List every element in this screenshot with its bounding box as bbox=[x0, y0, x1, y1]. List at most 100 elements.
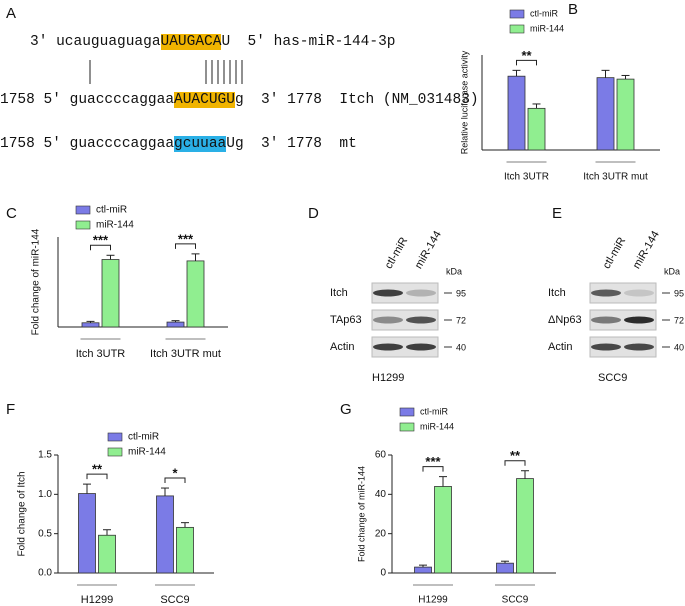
significance-bracket bbox=[90, 244, 111, 251]
bar bbox=[101, 259, 120, 328]
lane-label: miR-144 bbox=[413, 229, 444, 271]
bar bbox=[81, 322, 100, 328]
legend-swatch bbox=[107, 432, 123, 442]
legend-label: ctl-miR bbox=[420, 406, 448, 416]
bar bbox=[176, 526, 194, 574]
panel-label: C bbox=[6, 205, 17, 222]
marker-label: 40 bbox=[456, 342, 466, 352]
y-axis-label: Fold change of Itch bbox=[17, 471, 28, 556]
significance-label: ** bbox=[510, 448, 521, 463]
cell-line: SCC9 bbox=[598, 372, 627, 384]
panel-label: F bbox=[6, 401, 15, 418]
significance-label: * bbox=[172, 465, 178, 480]
y-tick-label: 20 bbox=[375, 528, 387, 539]
lane-label: ctl-miR bbox=[601, 235, 629, 271]
bar bbox=[414, 566, 432, 574]
significance-bracket bbox=[86, 473, 108, 480]
legend-swatch bbox=[107, 447, 123, 457]
marker-label: 95 bbox=[456, 288, 466, 298]
band bbox=[591, 289, 621, 297]
x-tick-label: Itch 3UTR bbox=[504, 172, 549, 183]
band bbox=[373, 289, 403, 297]
protein-label: Actin bbox=[330, 341, 354, 353]
y-axis-label: Relative luciferase activity bbox=[459, 50, 469, 154]
band bbox=[406, 316, 436, 324]
bar bbox=[166, 321, 185, 328]
seq-text: 1758 5′ guaccccaggaa bbox=[0, 136, 175, 152]
y-axis-label: Fold change of miR-144 bbox=[31, 228, 42, 335]
x-tick-label: Itch 3UTR bbox=[76, 348, 126, 360]
legend-swatch bbox=[399, 407, 415, 417]
bar bbox=[527, 107, 546, 151]
band bbox=[624, 316, 654, 324]
panel-label: B bbox=[568, 1, 578, 18]
panel-label: D bbox=[308, 205, 319, 222]
legend-label: miR-144 bbox=[96, 220, 134, 231]
seq-text: U 5′ has-miR-144-3p bbox=[221, 34, 396, 50]
protein-label: Itch bbox=[548, 287, 566, 299]
legend-swatch bbox=[399, 422, 415, 432]
significance-bracket bbox=[516, 59, 537, 66]
legend-label: ctl-miR bbox=[96, 205, 127, 216]
protein-label: TAp63 bbox=[330, 314, 362, 326]
seq-text: 3′ ucauguaguaga bbox=[30, 34, 161, 50]
band bbox=[624, 343, 654, 351]
significance-label: ** bbox=[521, 48, 532, 63]
legend-swatch bbox=[509, 9, 525, 19]
sequence-row: 1758 5′ guaccccaggaaAUACUGUg 3′ 1778 Itc… bbox=[0, 92, 479, 108]
panel-label: E bbox=[552, 205, 562, 222]
band bbox=[373, 316, 403, 324]
significance-label: *** bbox=[425, 454, 441, 469]
y-tick-label: 0.0 bbox=[38, 568, 52, 579]
seq-text: 1758 5′ guaccccaggaa bbox=[0, 92, 175, 108]
legend-label: miR-144 bbox=[420, 421, 454, 431]
legend-label: ctl-miR bbox=[128, 432, 159, 443]
significance-label: ** bbox=[92, 462, 103, 477]
legend-swatch bbox=[509, 24, 525, 34]
x-tick-label: SCC9 bbox=[502, 595, 529, 606]
legend-swatch bbox=[75, 220, 91, 230]
bar bbox=[596, 77, 615, 151]
bar bbox=[507, 75, 526, 151]
x-tick-label: H1299 bbox=[81, 594, 113, 606]
marker-label: 72 bbox=[674, 315, 684, 325]
seq-text: Ug 3′ 1778 mt bbox=[226, 136, 357, 152]
protein-label: ΔNp63 bbox=[548, 314, 582, 326]
significance-bracket bbox=[422, 466, 444, 472]
unit-label: kDa bbox=[664, 266, 680, 276]
significance-bracket bbox=[175, 243, 196, 249]
protein-label: Itch bbox=[330, 287, 348, 299]
significance-bracket bbox=[164, 477, 186, 484]
sequence-row: 3′ ucauguaguagaUAUGACAU 5′ has-miR-144-3… bbox=[30, 34, 395, 50]
lane-label: ctl-miR bbox=[383, 235, 411, 271]
legend-label: miR-144 bbox=[530, 23, 564, 33]
y-tick-label: 1.0 bbox=[38, 489, 52, 500]
y-tick-label: 40 bbox=[375, 489, 387, 500]
unit-label: kDa bbox=[446, 266, 462, 276]
significance-bracket bbox=[504, 460, 526, 466]
band bbox=[406, 289, 436, 297]
blot-box bbox=[371, 336, 439, 358]
bar bbox=[616, 78, 635, 151]
lane-label: miR-144 bbox=[631, 229, 662, 271]
seq-text: g 3′ 1778 Itch (NM_031483) bbox=[234, 92, 479, 108]
blot-box bbox=[589, 282, 657, 304]
marker-label: 72 bbox=[456, 315, 466, 325]
blot-box bbox=[589, 309, 657, 331]
highlighted-seq: UAUGACA bbox=[160, 34, 222, 50]
pairing-lines bbox=[89, 60, 243, 84]
marker-label: 40 bbox=[674, 342, 684, 352]
significance-label: *** bbox=[178, 231, 194, 246]
bar bbox=[156, 495, 174, 574]
band bbox=[591, 316, 621, 324]
highlighted-seq: AUACUGU bbox=[174, 92, 235, 108]
sequence-row: 1758 5′ guaccccaggaagcuuaaUg 3′ 1778 mt bbox=[0, 136, 357, 152]
panel-label: A bbox=[6, 5, 16, 22]
bar bbox=[98, 534, 116, 574]
panel-label: G bbox=[340, 401, 352, 418]
bar bbox=[496, 562, 514, 574]
y-axis-label: Fold change of miR-144 bbox=[356, 466, 366, 562]
y-tick-label: 0.5 bbox=[38, 528, 52, 539]
